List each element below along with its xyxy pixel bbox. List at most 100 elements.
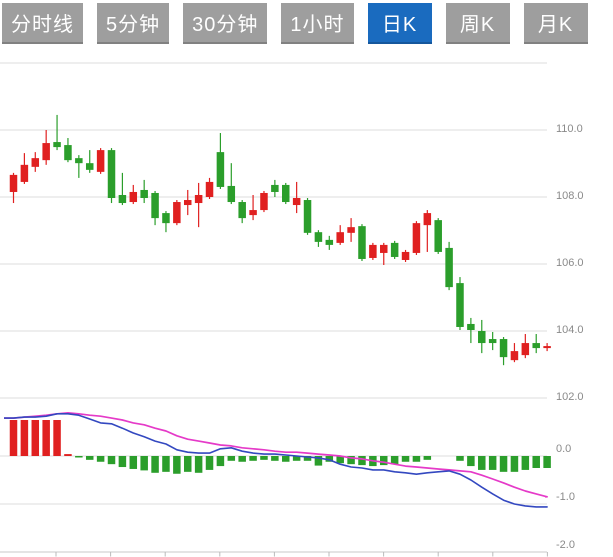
macd-bar-negative (478, 456, 486, 470)
tab-weekly-k[interactable]: 周K (445, 3, 510, 44)
macd-bar-negative (467, 456, 475, 467)
macd-bar-negative (227, 456, 236, 461)
candle-body-down (303, 200, 312, 233)
macd-bar-positive (42, 420, 50, 456)
candle-body-up (129, 191, 138, 203)
macd-bar-positive (31, 420, 40, 456)
candle-body-up (401, 251, 410, 260)
macd-bar-positive (64, 454, 72, 456)
candle-body-down (488, 339, 497, 344)
candle-body-up (9, 174, 18, 192)
tab-1hour[interactable]: 1小时 (281, 3, 354, 44)
macd-bar-negative (140, 456, 148, 471)
macd-bar-negative (216, 456, 225, 467)
candle-body-up (20, 164, 29, 182)
macd-bar-negative (96, 456, 105, 462)
price-axis-label: 108.0 (556, 190, 584, 202)
candle-body-down (118, 194, 127, 204)
candle-body-down (282, 184, 290, 203)
macd-bar-negative (162, 456, 170, 472)
macd-bar-negative (271, 456, 279, 461)
macd-bar-positive (53, 420, 61, 456)
candle-body-down (390, 242, 399, 257)
candle-body-up (249, 210, 257, 216)
candle-body-up (412, 223, 421, 253)
candle-body-up (292, 198, 301, 206)
macd-bar-negative (183, 456, 192, 472)
candle-body-up (543, 346, 551, 349)
candle-body-down (216, 152, 225, 187)
dif-line (4, 412, 548, 508)
macd-axis-label: -1.0 (556, 491, 575, 503)
candle-body-up (205, 181, 214, 197)
macd-bar-negative (194, 456, 203, 473)
macd-bar-negative (423, 456, 432, 460)
macd-axis-label: 0.0 (556, 443, 571, 455)
candle-body-up (369, 244, 377, 258)
macd-bar-negative (510, 456, 519, 472)
macd-bar-negative (456, 456, 464, 461)
macd-bar-negative (260, 456, 268, 460)
candle-body-up (510, 351, 519, 361)
candle-body-down (53, 142, 61, 148)
candle-body-up (96, 150, 105, 172)
tab-monthly-k[interactable]: 月K (523, 3, 588, 44)
macd-bar-negative (238, 456, 246, 462)
candle-body-up (31, 158, 40, 167)
macd-bar-negative (151, 456, 159, 473)
candle-body-down (314, 232, 323, 242)
candle-body-down (271, 184, 279, 192)
candle-body-down (325, 239, 334, 245)
macd-bar-positive (20, 420, 29, 456)
macd-axis-label: -2.0 (556, 539, 575, 551)
macd-bar-negative (249, 456, 257, 461)
macd-bar-negative (85, 456, 94, 460)
price-axis-label: 104.0 (556, 324, 584, 336)
macd-bar-negative (107, 456, 116, 465)
macd-bar-negative (118, 456, 127, 468)
candle-body-down (532, 343, 540, 349)
macd-bar-negative (303, 456, 312, 461)
tab-daily-k[interactable]: 日K (367, 3, 432, 44)
candle-body-down (107, 150, 116, 199)
macd-bar-negative (412, 456, 421, 462)
candle-body-up (173, 202, 181, 224)
candle-body-down (162, 213, 170, 224)
macd-bar-negative (358, 456, 366, 466)
dea-line (4, 411, 548, 498)
candle-body-up (380, 244, 388, 253)
candle-body-up (347, 227, 355, 233)
macd-bar-negative (499, 456, 508, 472)
macd-bar-negative (75, 456, 83, 458)
candle-body-up (423, 213, 432, 226)
price-axis-label: 106.0 (556, 257, 584, 269)
candle-body-down (238, 202, 246, 219)
macd-bar-negative (488, 456, 497, 470)
macd-bar-negative (521, 456, 530, 470)
candle-body-down (85, 163, 94, 170)
macd-bar-negative (532, 456, 540, 468)
macd-bar-positive (9, 420, 18, 456)
tab-5min[interactable]: 5分钟 (97, 3, 170, 44)
candle-body-down (456, 283, 464, 327)
macd-bar-negative (336, 456, 344, 464)
candle-body-up (521, 343, 530, 356)
tab-minute-line[interactable]: 分时线 (2, 3, 83, 44)
candle-body-up (336, 232, 344, 243)
candle-body-down (151, 192, 159, 219)
candle-body-down (140, 189, 148, 199)
macd-bar-negative (325, 456, 334, 462)
candle-body-down (64, 145, 72, 161)
macd-bar-negative (390, 456, 399, 465)
macd-bar-negative (205, 456, 214, 470)
macd-bar-negative (380, 456, 388, 466)
candle-body-down (445, 247, 453, 288)
candle-body-down (75, 158, 83, 164)
candle-body-up (194, 194, 203, 204)
candle-body-down (434, 220, 442, 252)
timeframe-tabbar: 分时线 5分钟 30分钟 1小时 日K 周K 月K (0, 0, 613, 48)
macd-bar-negative (347, 456, 355, 465)
tab-30min[interactable]: 30分钟 (183, 3, 268, 44)
macd-bar-negative (173, 456, 181, 474)
